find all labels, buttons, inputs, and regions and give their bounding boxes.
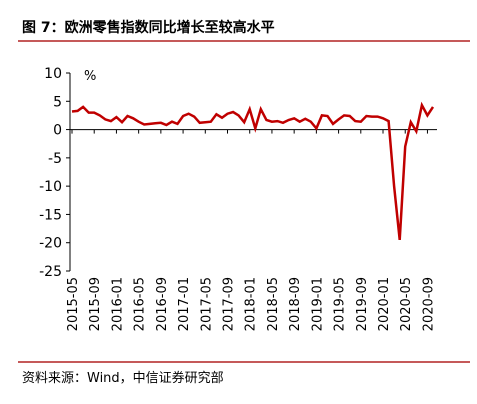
x-tick-label: 2017-05 [199, 277, 214, 331]
x-tick-label: 2015-05 [66, 277, 81, 331]
x-tick-label: 2020-05 [399, 277, 414, 331]
y-tick-label: -25 [39, 264, 62, 280]
y-tick-label: 10 [44, 66, 62, 82]
y-tick-label: -20 [39, 236, 62, 252]
x-tick-label: 2016-01 [110, 277, 125, 331]
x-tick-label: 2019-09 [355, 277, 370, 331]
x-tick-label: 2018-01 [244, 277, 259, 331]
y-tick-label: -10 [39, 179, 62, 195]
x-tick-label: 2016-09 [155, 277, 170, 331]
y-tick-label: 5 [53, 94, 62, 110]
x-tick-label: 2015-09 [88, 277, 103, 331]
x-tick-label: 2016-05 [133, 277, 148, 331]
source-note: 资料来源：Wind，中信证券研究部 [22, 370, 224, 386]
y-tick-label: 0 [53, 123, 62, 139]
y-tick-label: -15 [39, 207, 62, 223]
x-tick-label: 2019-01 [310, 277, 325, 331]
unit-label: % [84, 69, 96, 84]
data-line [71, 101, 435, 241]
chart-title: 图 7：欧洲零售指数同比增长至较高水平 [22, 19, 275, 36]
x-tick-label: 2018-05 [266, 277, 281, 331]
y-tick-label: -5 [48, 151, 62, 167]
x-tick-label: 2020-01 [377, 277, 392, 331]
x-tick-label: 2017-01 [177, 277, 192, 331]
x-tick-label: 2020-09 [421, 277, 436, 331]
x-tick-label: 2019-05 [333, 277, 348, 331]
x-tick-label: 2018-09 [288, 277, 303, 331]
x-tick-label: 2017-09 [222, 277, 237, 331]
